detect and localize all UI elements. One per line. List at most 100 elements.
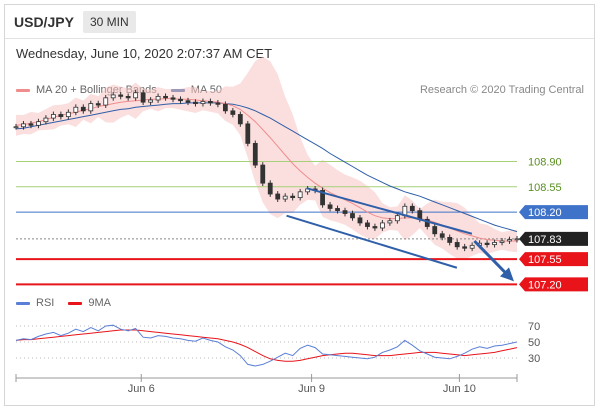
candle-body — [484, 242, 490, 246]
x-tick-label: Jun 6 — [128, 383, 155, 395]
chart-frame — [4, 4, 595, 406]
rsi-ma-line — [15, 329, 518, 362]
candle-body — [327, 204, 333, 209]
candle-body — [320, 189, 325, 206]
legend-rsi-ma-label: 9MA — [88, 297, 111, 309]
candle-body — [155, 95, 161, 101]
candle-body — [58, 114, 64, 118]
candle-body — [372, 226, 378, 229]
candle-body — [13, 126, 19, 129]
candle-body — [80, 106, 86, 112]
legend-rsi-ma: 9MA — [68, 297, 111, 309]
candle-body — [208, 101, 213, 104]
candle-body — [110, 94, 116, 99]
candle-body — [507, 239, 512, 242]
candle-body — [73, 106, 79, 113]
candle-body — [462, 246, 468, 249]
candle-body — [118, 94, 124, 97]
level-tag-5 — [519, 277, 588, 292]
candle-body — [65, 111, 71, 118]
rsi-tick-label: 30 — [528, 353, 540, 365]
rsi-line — [15, 324, 518, 367]
forecast-arrow-head — [499, 267, 514, 282]
candle-body — [222, 103, 228, 112]
candle-body — [140, 92, 146, 103]
candle-body — [439, 233, 445, 238]
rsi-tick-label: 50 — [528, 337, 540, 349]
x-tick-label: Jun 9 — [298, 383, 325, 395]
candle-body — [350, 213, 355, 219]
candle-body — [178, 98, 183, 102]
header-bar — [5, 5, 594, 39]
candle-body — [380, 222, 385, 229]
level-label-3: 107.83 — [528, 234, 562, 246]
candle-body — [193, 101, 198, 105]
level-tag-2 — [519, 205, 588, 220]
channel-lower-line — [286, 214, 458, 269]
rsi-legend: RSI 9MA — [16, 297, 125, 309]
symbol-title: USD/JPY — [14, 14, 74, 30]
candle-body — [185, 100, 191, 103]
candle-body — [282, 195, 288, 200]
level-label-2: 108.20 — [528, 207, 562, 219]
candle-body — [252, 142, 258, 166]
candle-body — [499, 240, 505, 243]
candle-body — [267, 182, 273, 195]
forecast-arrow-shaft — [473, 239, 508, 275]
candle-body — [36, 121, 41, 126]
candle-body — [365, 222, 370, 227]
candle-body — [492, 242, 497, 246]
ma20-swatch — [16, 88, 30, 92]
candle-body — [454, 242, 460, 248]
candle-body — [200, 101, 206, 105]
rsi-tick-label: 70 — [528, 321, 540, 333]
legend-rsi-label: RSI — [36, 297, 55, 309]
legend-rsi: RSI — [16, 297, 54, 309]
candle-body — [335, 208, 340, 212]
level-label-5: 107.20 — [528, 279, 562, 291]
candle-body — [394, 215, 400, 222]
candle-body — [103, 97, 109, 106]
bollinger-band — [16, 56, 517, 260]
candle-body — [469, 244, 475, 249]
candle-body — [28, 123, 34, 126]
candle-body — [432, 226, 438, 235]
channel-upper-line — [306, 187, 473, 235]
level-label-4: 107.55 — [528, 254, 562, 266]
x-tick-label: Jun 10 — [443, 383, 476, 395]
ma20-line — [15, 98, 517, 242]
level-tag-3 — [519, 231, 588, 246]
candle-body — [342, 210, 348, 214]
candle-body — [514, 238, 520, 241]
candle-body — [170, 97, 176, 100]
candle-body — [357, 217, 363, 224]
datetime-label: Wednesday, June 10, 2020 2:07:37 AM CET — [16, 46, 273, 61]
candle-body — [133, 92, 139, 99]
candle-body — [447, 236, 453, 243]
candle-body — [297, 191, 303, 199]
timeframe-button[interactable]: 30 MIN — [83, 11, 136, 33]
rsi-swatch — [16, 301, 30, 305]
research-credit: Research © 2020 Trading Central — [419, 84, 584, 96]
candle-body — [387, 220, 393, 224]
candle-body — [237, 114, 243, 125]
level-label-1: 108.55 — [528, 182, 562, 194]
level-label-0: 108.90 — [528, 156, 562, 168]
candle-body — [95, 103, 101, 106]
rsi-ma-swatch — [68, 301, 83, 305]
candle-body — [125, 95, 131, 99]
candle-body — [215, 102, 221, 105]
candle-body — [275, 193, 281, 200]
ma50-line — [15, 102, 518, 233]
candle-body — [43, 117, 49, 123]
candle-body — [245, 123, 251, 144]
candle-body — [21, 123, 26, 128]
candle-body — [88, 103, 94, 112]
candle-body — [230, 110, 236, 115]
candle-body — [260, 164, 266, 184]
candle-body — [50, 114, 56, 119]
candle-body — [163, 95, 168, 99]
candle-body — [290, 195, 296, 199]
candle-body — [148, 99, 153, 103]
